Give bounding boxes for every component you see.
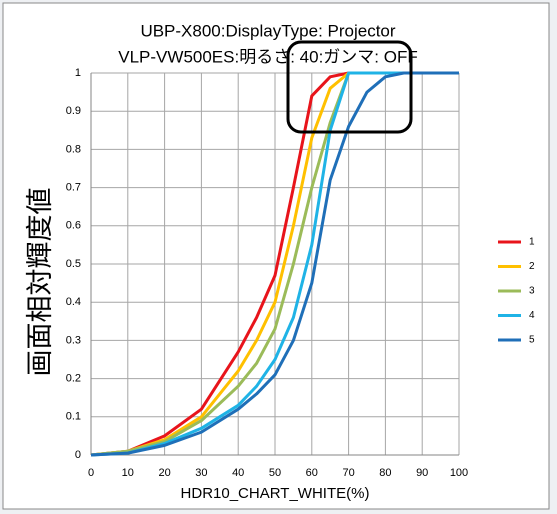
- y-tick-label: 0.4: [66, 296, 81, 308]
- legend-label: 4: [529, 310, 535, 321]
- y-tick-label: 0.8: [66, 143, 81, 155]
- y-axis-label: 画面相対輝度値: [25, 188, 55, 377]
- y-tick-label: 1: [75, 67, 81, 79]
- x-tick-label: 0: [88, 467, 94, 479]
- y-tick-label: 0.9: [66, 105, 81, 117]
- data-line: [90, 71, 459, 457]
- chart-area: [2, 2, 550, 510]
- y-tick-label: 0: [75, 449, 81, 461]
- x-tick-label: 70: [342, 467, 354, 479]
- chart-title: UBP-X800:DisplayType: Projector: [140, 21, 395, 40]
- x-tick-label: 100: [450, 467, 468, 479]
- legend-label: 5: [529, 335, 535, 346]
- chart-title: VLP-VW500ES:明るさ: 40:ガンマ: OFF: [118, 47, 417, 66]
- plot-area: 00.10.20.30.40.50.60.70.80.910 10 20 30 40 50…: [66, 67, 468, 479]
- y-tick-label: 0.3: [66, 334, 81, 346]
- legend-label: 3: [529, 286, 535, 297]
- y-tick-label: 0.7: [66, 182, 81, 194]
- x-tick-label: 10: [122, 467, 134, 479]
- legend-label: 2: [529, 261, 535, 272]
- x-tick-label: 50: [269, 467, 281, 479]
- x-tick-label: 30: [195, 467, 207, 479]
- y-tick-label: 0.2: [66, 373, 81, 385]
- x-tick-label: 80: [379, 467, 391, 479]
- x-tick-label: 60: [306, 467, 318, 479]
- x-tick-label: 20: [158, 467, 170, 479]
- legend-label: 1: [529, 237, 535, 248]
- data-line: [90, 71, 459, 457]
- x-tick-label: 90: [416, 467, 428, 479]
- y-tick-label: 0.5: [66, 258, 81, 270]
- x-axis-label: HDR10_CHART_WHITE(%): [181, 485, 370, 502]
- y-tick-label: 0.6: [66, 220, 81, 232]
- x-tick-label: 40: [232, 467, 244, 479]
- y-tick-label: 0.1: [66, 411, 81, 423]
- highlight-box: [286, 40, 413, 134]
